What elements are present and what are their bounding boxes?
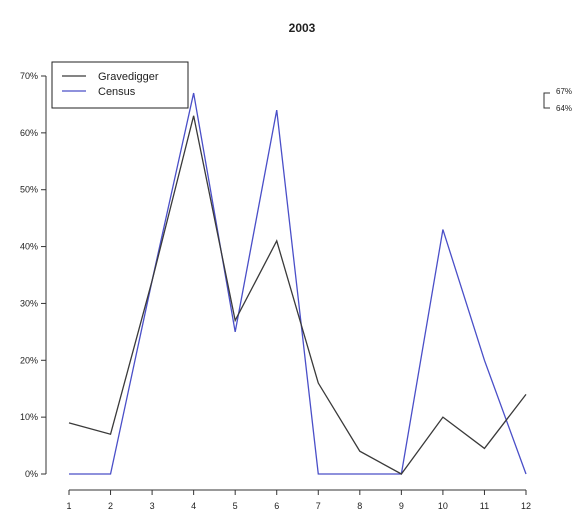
bracket-label: 67% <box>556 87 572 96</box>
y-tick-label: 50% <box>20 185 38 195</box>
bracket-line <box>543 92 550 109</box>
x-tick-label: 3 <box>150 501 155 511</box>
x-tick-label: 4 <box>191 501 196 511</box>
y-tick-label: 70% <box>20 71 38 81</box>
x-tick-label: 9 <box>399 501 404 511</box>
y-tick-label: 10% <box>20 412 38 422</box>
x-tick-label: 7 <box>316 501 321 511</box>
x-tick-label: 2 <box>108 501 113 511</box>
x-tick-label: 8 <box>357 501 362 511</box>
chart-title: 2003 <box>289 21 316 35</box>
x-tick-label: 5 <box>233 501 238 511</box>
x-axis: 1 2 3 4 5 6 7 8 9 10 11 12 <box>66 489 531 511</box>
y-tick-label: 30% <box>20 298 38 308</box>
legend: Gravedigger Census <box>51 61 189 109</box>
y-axis: 0% 10% 20% 30% 40% 50% 60% 70% <box>20 71 47 479</box>
legend-label: Gravedigger <box>98 71 159 83</box>
bracket-label: 64% <box>556 104 572 113</box>
y-tick-label: 40% <box>20 242 38 252</box>
legend-label: Census <box>98 86 136 98</box>
legend-box <box>51 61 189 109</box>
x-tick-label: 6 <box>274 501 279 511</box>
series-line-census <box>69 92 527 475</box>
series-lines <box>68 92 527 475</box>
x-tick-label: 11 <box>480 501 489 511</box>
y-tick-label: 20% <box>20 355 38 365</box>
x-tick-label: 12 <box>521 501 531 511</box>
y-tick-label: 60% <box>20 128 38 138</box>
series-line-gravedigger <box>68 115 527 475</box>
x-tick-label: 10 <box>438 501 448 511</box>
bracket-annotation: 67% 64% <box>543 87 572 113</box>
x-tick-label: 1 <box>66 501 71 511</box>
y-tick-label: 0% <box>25 469 38 479</box>
